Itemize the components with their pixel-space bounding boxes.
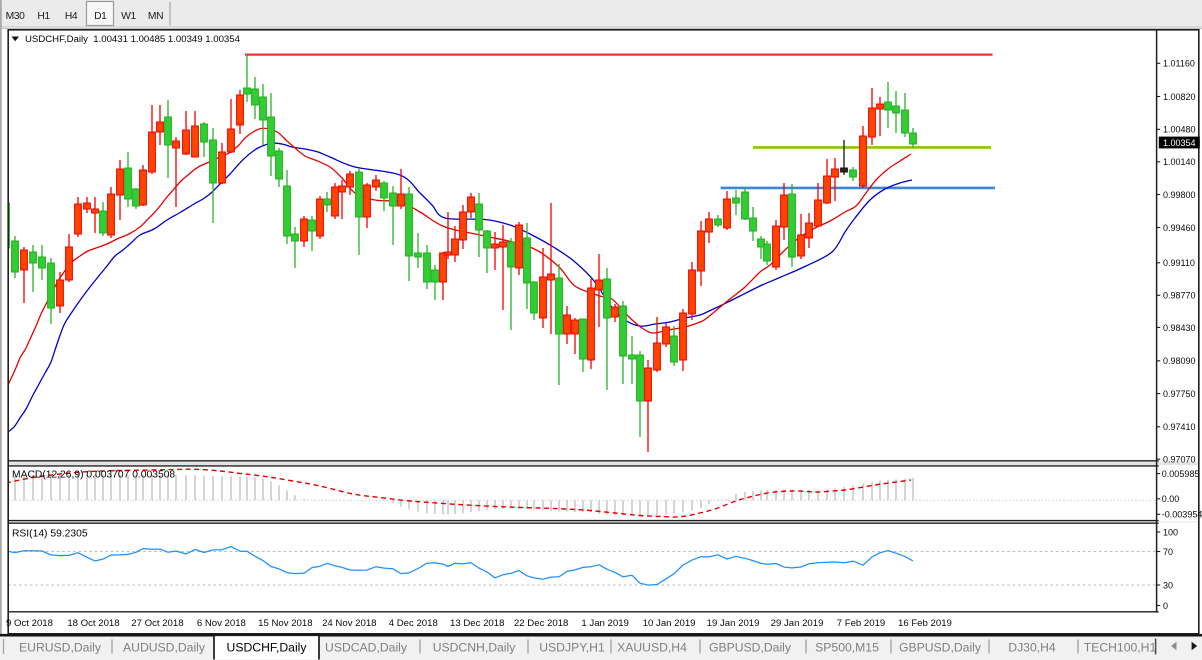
svg-text:0.98770: 0.98770 xyxy=(1163,291,1196,301)
svg-text:GBPUSD,Daily: GBPUSD,Daily xyxy=(709,641,792,655)
svg-text:18 Oct 2018: 18 Oct 2018 xyxy=(67,618,119,629)
svg-text:1.01160: 1.01160 xyxy=(1163,59,1195,69)
svg-text:0.98430: 0.98430 xyxy=(1163,323,1196,333)
svg-text:USDCNH,Daily: USDCNH,Daily xyxy=(433,641,517,655)
svg-text:AUDUSD,Daily: AUDUSD,Daily xyxy=(123,641,206,655)
svg-text:16 Feb 2019: 16 Feb 2019 xyxy=(898,618,952,629)
svg-text:15 Nov 2018: 15 Nov 2018 xyxy=(258,618,312,629)
svg-text:XAUUSD,H4: XAUUSD,H4 xyxy=(617,641,687,655)
svg-text:EURUSD,Daily: EURUSD,Daily xyxy=(19,641,102,655)
svg-text:4 Dec 2018: 4 Dec 2018 xyxy=(389,618,438,629)
svg-text:GBPUSD,Daily: GBPUSD,Daily xyxy=(899,641,982,655)
svg-text:H4: H4 xyxy=(65,11,78,22)
svg-text:29 Jan 2019: 29 Jan 2019 xyxy=(771,618,824,629)
svg-text:0.99800: 0.99800 xyxy=(1163,190,1196,200)
svg-text:TECH100,H1: TECH100,H1 xyxy=(1084,641,1157,655)
svg-text:24 Nov 2018: 24 Nov 2018 xyxy=(322,618,376,629)
svg-text:DJ30,H4: DJ30,H4 xyxy=(1008,641,1056,655)
svg-text:22 Dec 2018: 22 Dec 2018 xyxy=(514,618,568,629)
svg-text:100: 100 xyxy=(1163,527,1178,537)
svg-text:27 Oct 2018: 27 Oct 2018 xyxy=(131,618,183,629)
svg-text:USDJPY,H1: USDJPY,H1 xyxy=(539,641,605,655)
svg-text:1.00354: 1.00354 xyxy=(1163,138,1196,148)
svg-text:0: 0 xyxy=(1163,601,1168,611)
svg-text:0.97070: 0.97070 xyxy=(1163,455,1196,465)
svg-text:6 Nov 2018: 6 Nov 2018 xyxy=(197,618,246,629)
svg-text:SP500,M15: SP500,M15 xyxy=(815,641,879,655)
svg-text:0.99460: 0.99460 xyxy=(1163,223,1196,233)
svg-text:M30: M30 xyxy=(6,11,26,22)
svg-text:MN: MN xyxy=(148,11,163,22)
svg-text:1.00820: 1.00820 xyxy=(1163,92,1196,102)
svg-text:1.00480: 1.00480 xyxy=(1163,125,1196,135)
svg-text:-0.003954: -0.003954 xyxy=(1162,510,1202,520)
svg-text:0.97750: 0.97750 xyxy=(1163,389,1196,399)
svg-text:0.97410: 0.97410 xyxy=(1163,422,1196,432)
svg-text:W1: W1 xyxy=(121,11,136,22)
svg-text:D1: D1 xyxy=(94,11,107,22)
svg-text:10 Jan 2019: 10 Jan 2019 xyxy=(643,618,696,629)
svg-text:30: 30 xyxy=(1163,580,1173,590)
svg-text:13 Dec 2018: 13 Dec 2018 xyxy=(450,618,504,629)
svg-text:0.00: 0.00 xyxy=(1162,494,1180,504)
svg-text:H1: H1 xyxy=(37,11,50,22)
svg-text:70: 70 xyxy=(1163,547,1173,557)
svg-text:USDCHF,Daily: USDCHF,Daily xyxy=(227,641,308,655)
svg-text:0.98090: 0.98090 xyxy=(1163,356,1196,366)
svg-text:MACD(12,26,9) 0.003707 0.00350: MACD(12,26,9) 0.003707 0.003508 xyxy=(12,469,175,480)
svg-text:USDCAD,Daily: USDCAD,Daily xyxy=(325,641,408,655)
svg-text:0.005985: 0.005985 xyxy=(1162,469,1200,479)
svg-text:RSI(14) 59.2305: RSI(14) 59.2305 xyxy=(12,529,88,540)
svg-text:1 Jan 2019: 1 Jan 2019 xyxy=(581,618,628,629)
svg-text:USDCHF,Daily 1.00431 1.00485: USDCHF,Daily 1.00431 1.00485 1.00349 1.0… xyxy=(25,34,241,45)
svg-text:19 Jan 2019: 19 Jan 2019 xyxy=(707,618,760,629)
svg-text:0.99110: 0.99110 xyxy=(1163,258,1195,268)
svg-text:9 Oct 2018: 9 Oct 2018 xyxy=(6,618,53,629)
svg-text:7 Feb 2019: 7 Feb 2019 xyxy=(837,618,886,629)
svg-text:1.00140: 1.00140 xyxy=(1163,157,1196,167)
